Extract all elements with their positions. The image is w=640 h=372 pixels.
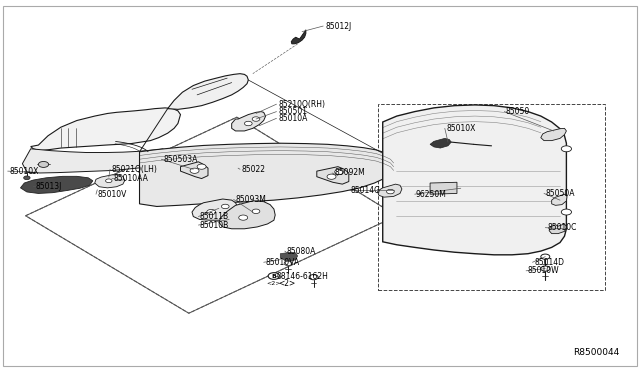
Circle shape (190, 168, 199, 173)
Circle shape (541, 254, 550, 259)
Polygon shape (227, 165, 256, 184)
Polygon shape (180, 162, 208, 179)
Polygon shape (285, 163, 314, 182)
Circle shape (387, 189, 394, 194)
Text: 85092M: 85092M (334, 169, 365, 177)
Text: R8500044: R8500044 (573, 348, 620, 357)
Text: 85010X: 85010X (447, 124, 476, 133)
Text: 08146-6162H: 08146-6162H (276, 272, 328, 280)
Text: 85022: 85022 (242, 165, 266, 174)
Polygon shape (549, 224, 566, 234)
Text: <2>: <2> (267, 281, 281, 286)
Text: 85210Q(RH): 85210Q(RH) (278, 100, 325, 109)
Text: 85080A: 85080A (287, 247, 316, 256)
Circle shape (207, 209, 216, 215)
Text: 85011B: 85011B (200, 212, 229, 221)
Bar (378, 104, 605, 290)
Circle shape (335, 169, 344, 174)
Polygon shape (173, 167, 202, 187)
Polygon shape (64, 133, 99, 145)
Polygon shape (95, 175, 125, 188)
Polygon shape (22, 149, 163, 173)
Text: 85010B: 85010B (200, 221, 229, 230)
Circle shape (541, 266, 550, 271)
Polygon shape (280, 252, 298, 261)
Text: 85013J: 85013J (35, 182, 61, 191)
Polygon shape (339, 165, 368, 184)
Text: 85021Q(LH): 85021Q(LH) (112, 165, 158, 174)
Circle shape (239, 215, 248, 220)
Polygon shape (552, 194, 567, 205)
Circle shape (24, 176, 30, 180)
Text: 85010AA: 85010AA (114, 174, 148, 183)
Polygon shape (192, 199, 240, 220)
Text: B: B (271, 273, 276, 279)
Circle shape (197, 164, 206, 169)
Text: 85010A: 85010A (278, 114, 308, 123)
Text: 85010X: 85010X (10, 167, 39, 176)
Polygon shape (383, 105, 566, 255)
Circle shape (327, 174, 336, 179)
Text: 85014G: 85014G (351, 186, 381, 195)
Circle shape (221, 204, 229, 209)
Polygon shape (430, 138, 451, 148)
Text: 85010VA: 85010VA (266, 258, 300, 267)
Polygon shape (430, 182, 457, 194)
Polygon shape (31, 108, 180, 151)
Circle shape (561, 209, 572, 215)
Circle shape (38, 161, 49, 167)
Circle shape (244, 121, 252, 126)
Circle shape (252, 209, 260, 214)
Polygon shape (232, 112, 266, 131)
Text: <2>: <2> (279, 279, 296, 288)
Text: 85050A: 85050A (545, 189, 575, 198)
Polygon shape (168, 74, 248, 109)
Text: 850503A: 850503A (163, 155, 198, 164)
Text: 85050: 85050 (506, 107, 530, 116)
Text: 850501: 850501 (278, 107, 307, 116)
Circle shape (284, 261, 292, 266)
Circle shape (106, 179, 112, 183)
Text: 85012J: 85012J (325, 22, 351, 31)
Polygon shape (291, 30, 306, 44)
Text: 96250M: 96250M (416, 190, 447, 199)
Text: 85014D: 85014D (534, 258, 564, 267)
Text: 85093M: 85093M (236, 195, 266, 204)
Circle shape (309, 275, 318, 280)
Polygon shape (541, 128, 566, 141)
Polygon shape (317, 167, 349, 184)
Text: 85010V: 85010V (97, 190, 127, 199)
Circle shape (268, 273, 280, 279)
Text: 85010C: 85010C (547, 223, 577, 232)
Polygon shape (96, 126, 131, 138)
Text: 85010W: 85010W (528, 266, 559, 275)
Polygon shape (20, 176, 93, 193)
Circle shape (561, 146, 572, 152)
Polygon shape (219, 201, 275, 229)
Polygon shape (378, 184, 402, 197)
Polygon shape (140, 143, 394, 206)
Circle shape (252, 117, 260, 121)
Polygon shape (202, 83, 224, 92)
